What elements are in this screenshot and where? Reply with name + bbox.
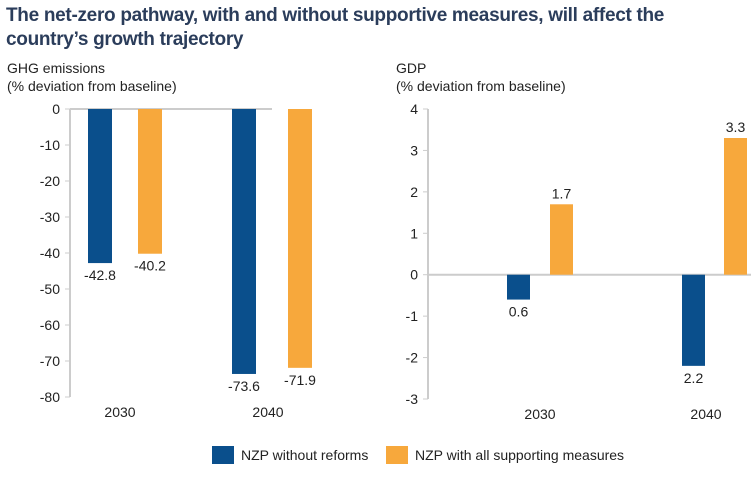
bar — [232, 109, 256, 374]
y-tick-label: -80 — [40, 389, 60, 405]
legend-item-with-measures: NZP with all supporting measures — [386, 446, 624, 464]
y-tick-label: -2 — [406, 350, 419, 366]
left-chart-ylabel: (% deviation from baseline) — [7, 78, 177, 94]
data-label: 3.3 — [726, 119, 746, 135]
legend-label: NZP with all supporting measures — [415, 447, 625, 463]
bar — [550, 204, 573, 275]
y-tick-label: -1 — [406, 308, 419, 324]
x-tick-label: 2030 — [524, 406, 555, 422]
y-tick-label: -3 — [406, 391, 419, 407]
bar — [288, 109, 312, 368]
y-tick-label: -70 — [40, 353, 60, 369]
y-tick-label: 0 — [52, 101, 60, 117]
data-label: -42.8 — [84, 267, 116, 283]
legend-label: NZP without reforms — [241, 447, 369, 463]
y-tick-label: 0 — [410, 267, 418, 283]
data-label: -71.9 — [284, 372, 316, 388]
bar — [724, 138, 747, 275]
legend-swatch — [386, 446, 408, 464]
bar — [138, 109, 162, 254]
data-label: 0.6 — [509, 304, 529, 320]
data-label: -73.6 — [228, 378, 260, 394]
y-tick-label: 1 — [410, 225, 418, 241]
right-chart-title: GDP — [396, 60, 427, 76]
bar — [507, 274, 530, 300]
y-tick-label: 3 — [410, 142, 418, 158]
y-tick-label: -50 — [40, 281, 60, 297]
x-tick-label: 2040 — [252, 404, 283, 420]
right-chart-ylabel: (% deviation from baseline) — [396, 78, 566, 94]
y-tick-label: -40 — [40, 245, 60, 261]
left-chart-title: GHG emissions — [7, 60, 106, 76]
data-label: 1.7 — [552, 185, 572, 201]
legend-item-without-reforms: NZP without reforms — [212, 446, 368, 464]
data-label: -40.2 — [134, 258, 166, 274]
data-label: 2.2 — [684, 370, 704, 386]
legend-swatch — [212, 446, 234, 464]
y-tick-label: 4 — [410, 101, 418, 117]
bar — [682, 274, 705, 366]
x-tick-label: 2040 — [690, 406, 721, 422]
x-tick-label: 2030 — [104, 404, 135, 420]
y-tick-label: -60 — [40, 317, 60, 333]
y-tick-label: -10 — [40, 137, 60, 153]
chart-title: The net-zero pathway, with and without s… — [6, 5, 665, 50]
y-tick-label: 2 — [410, 184, 418, 200]
y-tick-label: -30 — [40, 209, 60, 225]
bar — [88, 109, 112, 264]
y-tick-label: -20 — [40, 173, 60, 189]
